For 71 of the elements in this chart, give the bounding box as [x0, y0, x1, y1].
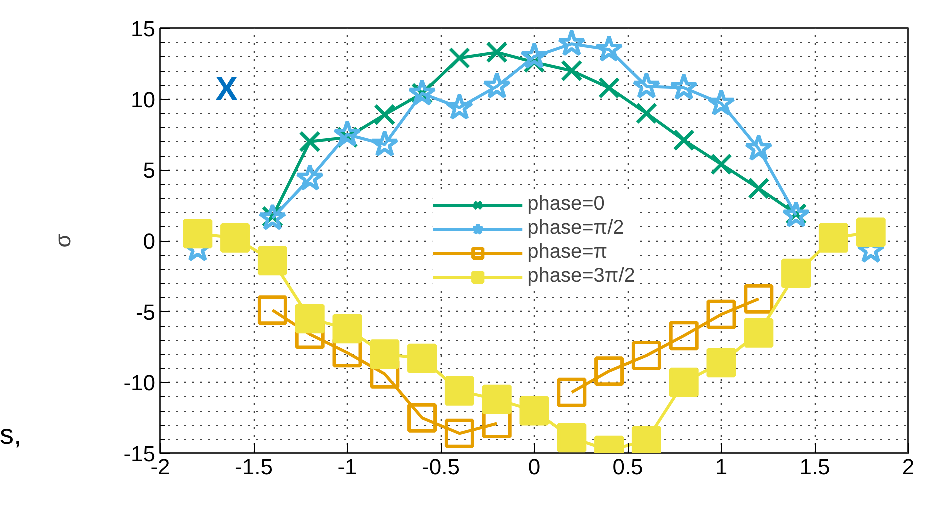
- point: [408, 78, 436, 106]
- point: [636, 102, 658, 124]
- point: [748, 178, 770, 200]
- x-tick-label: 0.5: [612, 454, 644, 480]
- point: [520, 396, 550, 426]
- y-tick-label: 5: [143, 158, 156, 184]
- point: [782, 258, 812, 288]
- point: [595, 35, 624, 62]
- point: [594, 356, 624, 386]
- text: s,: [0, 418, 22, 452]
- point: [333, 120, 362, 148]
- point: [598, 77, 620, 99]
- annotation: X: [216, 70, 238, 108]
- point: [744, 318, 774, 348]
- point: [557, 378, 587, 408]
- point: [706, 348, 736, 378]
- point: [448, 47, 471, 70]
- x-tick-label: 0: [528, 454, 541, 480]
- point: [332, 314, 362, 344]
- point: [520, 42, 549, 70]
- point: [258, 246, 288, 276]
- x-tick-label: -0.5: [422, 454, 460, 480]
- x-tick-label: 1: [715, 454, 728, 480]
- point: [558, 29, 586, 56]
- point: [408, 344, 438, 374]
- point: [560, 60, 583, 82]
- legend-label: phase=π: [528, 240, 608, 264]
- point: [444, 418, 474, 448]
- y-axis-title: σ: [50, 234, 76, 248]
- y-tick-label: -5: [136, 300, 156, 325]
- point: [744, 134, 774, 162]
- point: [856, 218, 886, 248]
- point: [669, 368, 699, 398]
- point: [183, 219, 213, 249]
- point: [258, 296, 288, 326]
- x-tick-label: 2: [902, 454, 915, 480]
- point: [818, 223, 848, 253]
- point: [482, 72, 512, 99]
- point: [370, 130, 400, 157]
- point: [295, 304, 325, 334]
- y-tick-label: 15: [131, 16, 156, 42]
- x-tick-label: -1: [338, 454, 358, 480]
- legend-label: phase=0: [528, 192, 605, 216]
- y-tick-label: 0: [143, 229, 156, 254]
- point: [670, 73, 698, 100]
- y-tick-label: -10: [124, 370, 156, 396]
- point: [446, 93, 474, 120]
- x-tick-label: 1.5: [800, 454, 830, 480]
- point: [669, 321, 699, 351]
- point: [706, 300, 736, 330]
- point: [408, 403, 438, 433]
- point: [220, 223, 250, 253]
- point: [632, 341, 662, 370]
- point: [632, 72, 661, 99]
- point: [744, 284, 774, 314]
- legend-label: phase=π/2: [528, 216, 624, 240]
- point: [444, 376, 474, 406]
- point: [707, 88, 736, 116]
- x-tick-label: -1.5: [235, 454, 273, 480]
- point: [673, 129, 696, 152]
- legend-label: phase=3π/2: [528, 264, 636, 288]
- point: [482, 384, 512, 414]
- point: [710, 154, 732, 176]
- point: [557, 423, 587, 453]
- point: [296, 164, 324, 191]
- y-tick-label: 10: [131, 87, 156, 112]
- point: [632, 426, 662, 454]
- point: [370, 340, 400, 370]
- point: [374, 104, 396, 126]
- point: [486, 42, 508, 64]
- point: [299, 130, 322, 153]
